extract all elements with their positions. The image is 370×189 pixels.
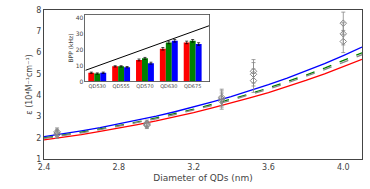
svg-text:30: 30	[76, 30, 84, 37]
svg-text:5: 5	[36, 70, 41, 79]
svg-text:QD675: QD675	[184, 83, 201, 89]
svg-text:2.8: 2.8	[112, 163, 125, 172]
svg-text:2: 2	[36, 134, 41, 143]
svg-text:4: 4	[36, 91, 41, 100]
svg-text:1: 1	[36, 155, 41, 164]
svg-text:40: 40	[76, 14, 84, 21]
svg-text:0: 0	[80, 78, 84, 85]
svg-text:2.4: 2.4	[38, 163, 51, 172]
svg-text:3.2: 3.2	[187, 163, 200, 172]
svg-text:10: 10	[76, 62, 84, 69]
svg-text:QD530: QD530	[89, 83, 106, 89]
svg-text:3: 3	[36, 112, 41, 121]
svg-text:QD555: QD555	[112, 83, 129, 89]
svg-text:BPP (kHz): BPP (kHz)	[67, 33, 74, 62]
svg-text:QD570: QD570	[136, 83, 153, 89]
svg-text:4.0: 4.0	[337, 163, 350, 172]
svg-text:3.6: 3.6	[262, 163, 275, 172]
svg-text:Diameter of QDs (nm): Diameter of QDs (nm)	[153, 173, 252, 183]
svg-text:QD630: QD630	[160, 83, 177, 89]
svg-text:6: 6	[36, 48, 41, 57]
svg-text:8: 8	[36, 6, 41, 15]
svg-text:20: 20	[76, 46, 84, 53]
svg-text:ε (10⁴M⁻¹cm⁻¹): ε (10⁴M⁻¹cm⁻¹)	[25, 54, 34, 114]
svg-text:7: 7	[36, 27, 41, 36]
